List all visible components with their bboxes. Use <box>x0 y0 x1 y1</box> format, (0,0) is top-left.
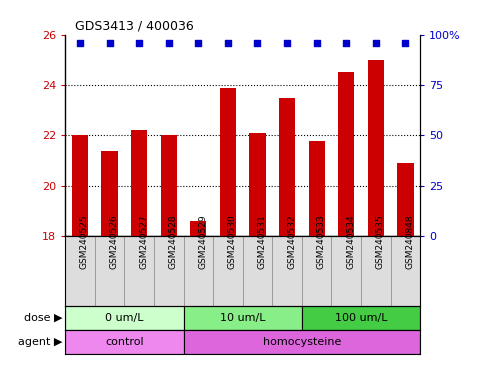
Text: GSM240530: GSM240530 <box>228 215 237 269</box>
Point <box>401 40 409 46</box>
Bar <box>65 306 184 330</box>
Text: GDS3413 / 400036: GDS3413 / 400036 <box>75 20 194 33</box>
Bar <box>184 330 420 354</box>
Bar <box>101 151 118 237</box>
Text: dose ▶: dose ▶ <box>24 313 63 323</box>
Text: GSM240531: GSM240531 <box>257 215 267 269</box>
Bar <box>398 163 413 237</box>
Text: GSM240529: GSM240529 <box>199 215 207 269</box>
Bar <box>65 330 184 354</box>
Text: 0 um/L: 0 um/L <box>105 313 143 323</box>
Text: homocysteine: homocysteine <box>263 337 341 347</box>
Point <box>195 40 202 46</box>
Text: 10 um/L: 10 um/L <box>220 313 266 323</box>
Bar <box>279 98 295 237</box>
Text: GSM240534: GSM240534 <box>346 215 355 269</box>
Point <box>313 40 321 46</box>
Bar <box>184 306 302 330</box>
Point <box>106 40 114 46</box>
Text: GSM240532: GSM240532 <box>287 215 296 269</box>
Text: GSM240527: GSM240527 <box>139 215 148 269</box>
Point <box>165 40 172 46</box>
Bar <box>249 133 266 237</box>
Bar <box>338 73 355 237</box>
Bar <box>368 60 384 237</box>
Bar <box>220 88 236 237</box>
Point <box>76 40 84 46</box>
Point <box>135 40 143 46</box>
Point <box>254 40 261 46</box>
Bar <box>190 221 206 237</box>
Point <box>283 40 291 46</box>
Bar <box>309 141 325 237</box>
Text: 100 um/L: 100 um/L <box>335 313 387 323</box>
Text: control: control <box>105 337 143 347</box>
Point <box>342 40 350 46</box>
Bar <box>72 136 88 237</box>
Text: GSM240533: GSM240533 <box>317 215 326 269</box>
Bar <box>161 136 177 237</box>
Text: GSM240535: GSM240535 <box>376 215 385 269</box>
Text: GSM240525: GSM240525 <box>80 215 89 269</box>
Bar <box>302 306 420 330</box>
Bar <box>131 131 147 237</box>
Point <box>372 40 380 46</box>
Text: GSM240526: GSM240526 <box>110 215 119 269</box>
Text: GSM240528: GSM240528 <box>169 215 178 269</box>
Text: agent ▶: agent ▶ <box>18 337 63 347</box>
Text: GSM240848: GSM240848 <box>405 215 414 269</box>
Point <box>224 40 232 46</box>
